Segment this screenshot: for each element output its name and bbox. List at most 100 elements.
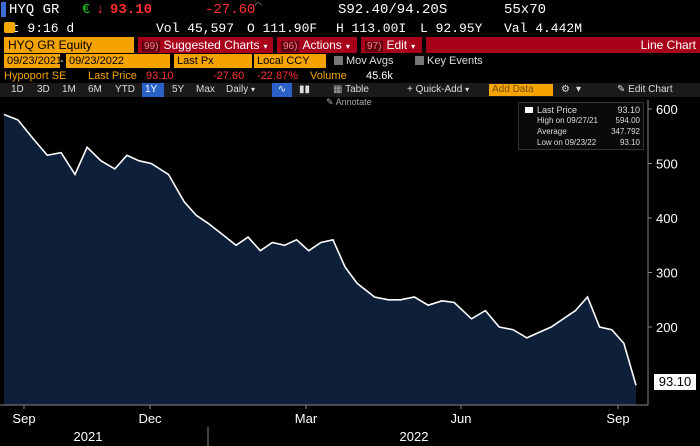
time-group: At 9:16 d [4,21,74,36]
price-chart[interactable]: 200 300 400 500 600 Sep Dec Mar Jun Sep 2021 2022 [0,100,700,446]
clock-icon [4,22,15,33]
actions-number: 96) [281,41,300,52]
suggested-charts-label: Suggested Charts [163,38,260,52]
range-5y[interactable]: 5Y [172,84,185,95]
series-change: -27.60 [213,70,245,82]
annotate-row: ✎ Annotate [0,97,700,108]
dropdown-icon: ▾ [251,85,256,94]
legend-high-label: High on 09/27/21 [537,116,598,125]
x-tick-label: Mar [295,411,318,426]
dropdown-icon: ▾ [263,42,268,51]
x-year-label: 2022 [400,429,429,444]
range-1y[interactable]: 1Y [142,83,164,97]
range-1m[interactable]: 1M [62,84,76,95]
legend-high-value: 594.00 [615,116,640,125]
chart-legend-box[interactable]: Last Price 93.10 High on 09/27/21 594.00… [518,102,644,150]
suggested-charts-button[interactable]: 99) Suggested Charts ▾ [138,37,273,53]
security-field[interactable]: HYQ GR Equity [4,37,134,53]
bar-chart-icon[interactable]: ▮▮ [299,84,311,95]
edit-number: 97) [365,41,384,52]
series-legend-row: Hypoport SE Last Price 93.10 -27.60 -22.… [0,69,700,83]
quick-add-button[interactable]: + Quick-Add ▾ [404,83,472,97]
settings-dropdown-icon[interactable]: ▾ [576,84,582,95]
company-name: Hypoport SE [4,70,67,82]
series-field: Last Price [88,70,137,82]
table-button[interactable]: ▦ Table [330,83,372,97]
volume: Vol 45,597 [156,21,235,36]
checkbox-icon [415,56,424,65]
table-label: Table [345,84,369,95]
x-year-label: 2021 [74,429,103,444]
y-tick-label: 200 [656,320,678,335]
legend-last-value: 93.10 [617,105,640,115]
quick-add-label: Quick-Add [415,84,463,95]
net-change: -27.60 [205,2,256,18]
legend-average-label: Average [537,127,567,136]
annotate-button[interactable]: ✎ Annotate [326,97,372,108]
annotate-label: Annotate [335,97,372,107]
edit-button[interactable]: 97) Edit ▾ [361,37,422,53]
edit-chart-label: Edit Chart [628,84,673,95]
line-chart-icon[interactable]: ∿ [272,83,292,97]
date-separator: - [60,55,64,67]
mov-avgs-label: Mov Avgs [346,55,394,67]
sparkline-icon: ⌒ [255,0,262,12]
legend-average-value: 347.792 [611,127,640,136]
last-price: 93.10 [110,2,153,18]
quote-details: At 9:16 d Vol 45,597 O 111.90F H 113.00I… [0,20,700,37]
x-tick-label: Sep [606,411,629,426]
actions-button[interactable]: 96) Actions ▾ [277,37,357,53]
volume-label: Volume [310,70,347,82]
pencil-icon: ✎ [617,84,626,95]
range-6m[interactable]: 6M [88,84,102,95]
last-price-tag: 93.10 [654,374,696,390]
chart-type-title: Line Chart [426,37,700,53]
bid-ask: S92.40/94.20S [338,2,448,18]
legend-last-label: Last Price [537,105,578,115]
key-events-toggle[interactable]: Key Events [412,54,486,68]
edit-label: Edit [386,38,408,52]
range-max[interactable]: Max [196,84,215,95]
price-line [3,113,637,386]
add-data-input[interactable]: Add Data [489,84,553,96]
plus-icon: + [407,84,413,95]
chart-params: 09/23/2021 - 09/23/2022 Last Px Local CC… [0,54,700,69]
legend-low-label: Low on 09/23/22 [537,138,597,147]
menu-bar: HYQ GR Equity 99) Suggested Charts ▾ 96) Ac… [0,37,700,54]
y-tick-label: 500 [656,157,678,172]
edit-chart-button[interactable]: ✎ Edit Chart [614,83,676,97]
low: L 92.95Y [420,21,483,36]
frequency-label: Daily [226,84,249,95]
y-tick-label: 400 [656,211,678,226]
quote-bar: HYQ GR € ↓ 93.10 -27.60 ⌒ S92.40/94.20S … [0,0,700,20]
range-1d[interactable]: 1D [11,84,24,95]
start-date-input[interactable]: 09/23/2021 [4,54,62,68]
checkbox-icon [334,56,343,65]
x-tick-label: Sep [12,411,35,426]
last-trade-time: At 9:16 d [4,21,75,36]
ticker[interactable]: HYQ GR [9,2,60,18]
field-select[interactable]: Last Px [174,54,252,68]
settings-icon[interactable]: ⚙ [561,84,570,95]
actions-label: Actions [302,38,342,52]
legend-low-value: 93.10 [619,138,640,147]
series-pct-change: -22.87% [257,70,298,82]
range-ytd[interactable]: YTD [115,84,135,95]
security-color-marker [1,2,6,17]
value-traded: Val 4.442M [504,21,583,36]
down-arrow-icon: ↓ [96,2,105,18]
currency-select[interactable]: Local CCY [254,54,326,68]
table-icon: ▦ [333,84,343,95]
end-date-input[interactable]: 09/23/2022 [66,54,170,68]
series-last: 93.10 [146,70,174,82]
frequency-select[interactable]: Daily ▾ [223,83,258,97]
x-axis: Sep Dec Mar Jun Sep 2021 2022 [0,404,648,446]
y-axis: 200 300 400 500 600 [647,100,678,405]
range-toolbar: 1D 3D 1M 6M YTD 1Y 5Y Max Daily ▾ ∿ ▮▮ ▦… [0,83,700,97]
range-3d[interactable]: 3D [37,84,50,95]
key-events-label: Key Events [427,55,483,67]
bid-ask-size: 55x70 [504,2,547,18]
mov-avgs-toggle[interactable]: Mov Avgs [331,54,397,68]
x-tick-label: Jun [451,411,472,426]
dropdown-icon: ▾ [465,85,470,94]
